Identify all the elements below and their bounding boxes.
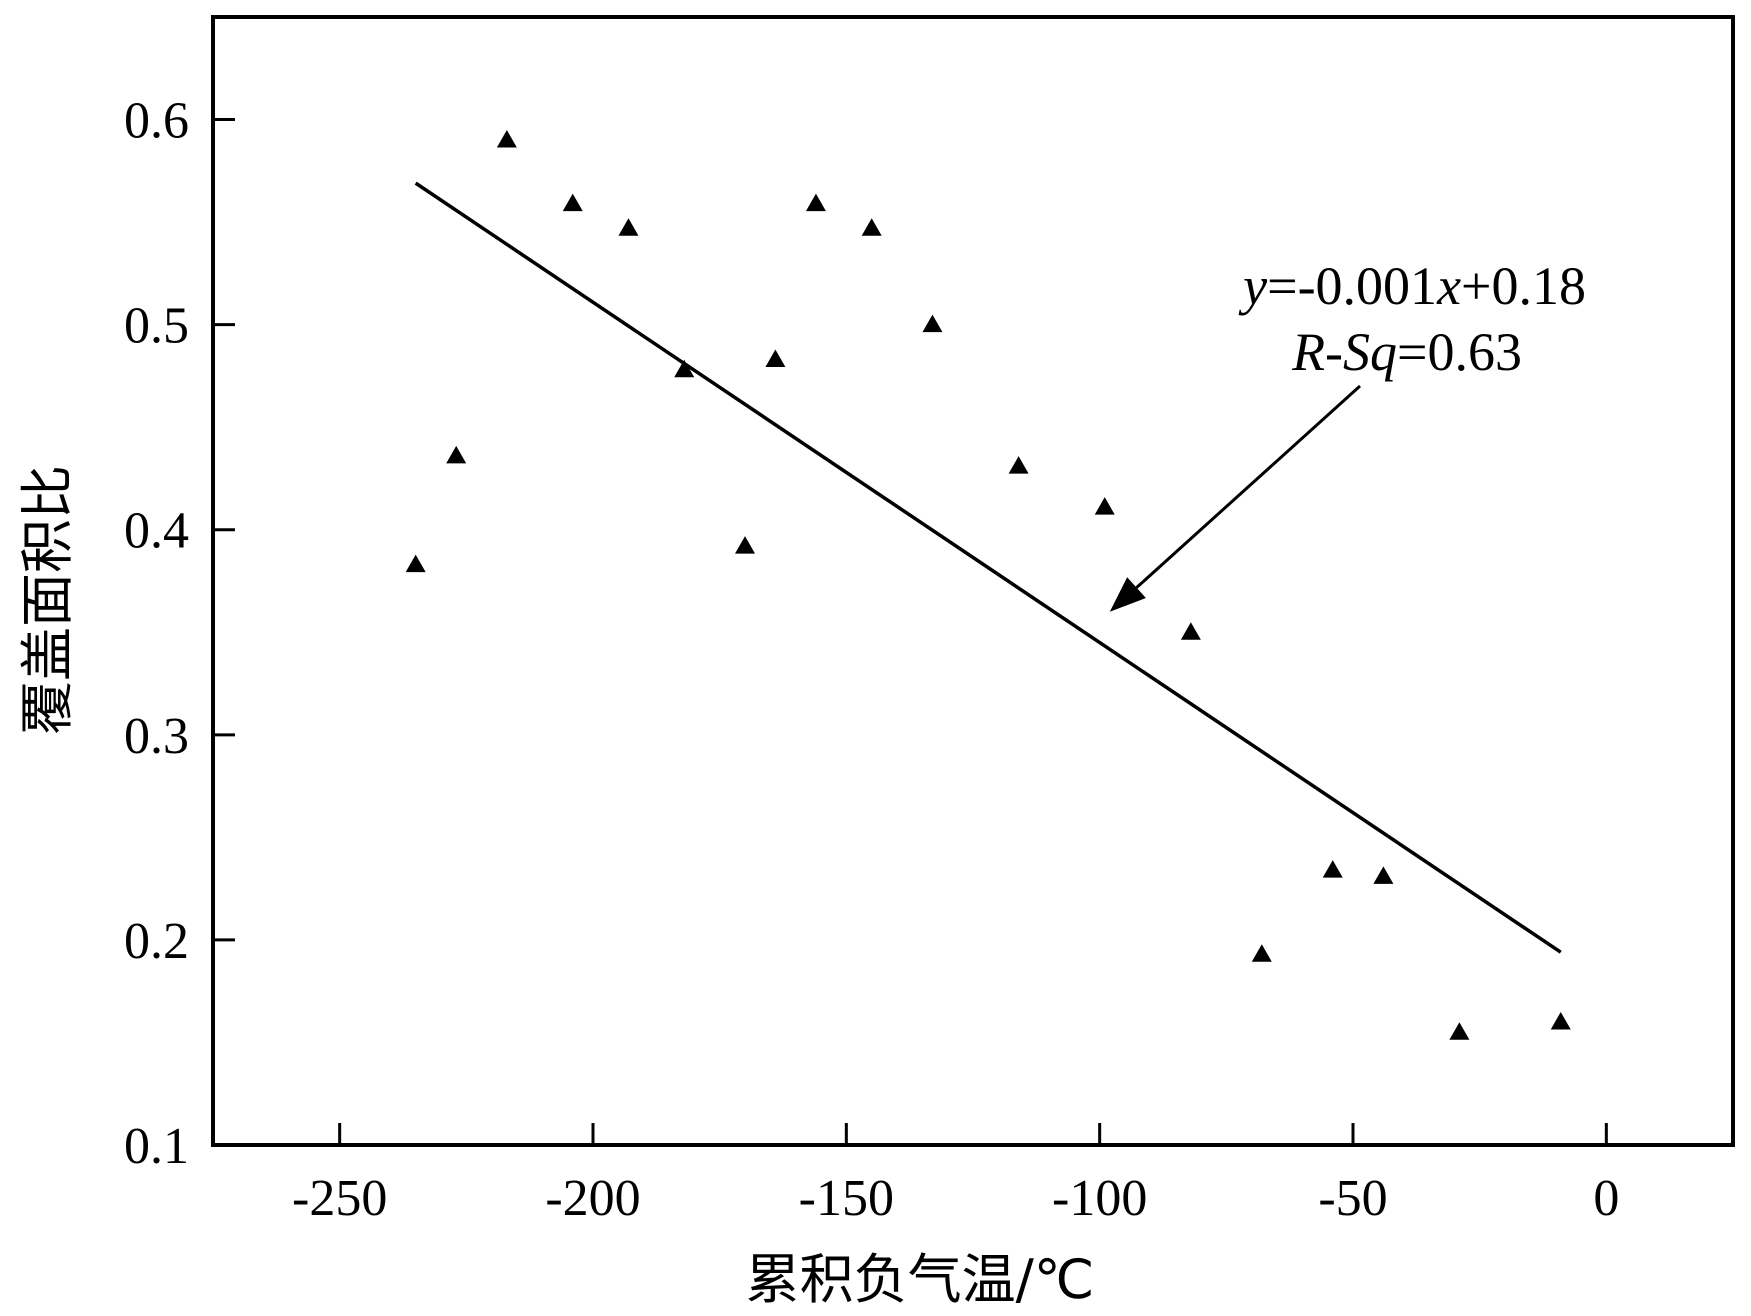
annotation-arrow-shaft	[1135, 384, 1362, 589]
data-point-marker	[1373, 866, 1394, 884]
data-point-marker	[1449, 1022, 1470, 1040]
data-point-marker	[1550, 1011, 1571, 1030]
x-tick-label: -150	[799, 1170, 894, 1227]
y-tick-label: 0.1	[124, 1118, 189, 1175]
data-point-marker	[1180, 622, 1201, 640]
data-point-marker	[405, 554, 426, 573]
data-point-marker	[562, 193, 583, 212]
equation-part1: =-0.001	[1267, 256, 1437, 316]
regression-line	[414, 181, 1562, 954]
data-point-marker	[805, 193, 826, 212]
plot-frame	[211, 15, 1735, 1147]
equation-y-var: y	[1238, 256, 1267, 316]
y-tick-label: 0.4	[124, 503, 189, 560]
annotation-arrow	[1109, 384, 1362, 612]
data-point-marker	[765, 349, 786, 368]
equation-x-var: x	[1436, 256, 1461, 316]
y-tick-label: 0.5	[124, 298, 189, 355]
y-axis-ticks: 0.1 0.2 0.3 0.4 0.5 0.6	[124, 93, 235, 1175]
data-points	[405, 130, 1571, 1040]
x-tick-label: -100	[1052, 1170, 1147, 1227]
x-tick-label: 0	[1593, 1170, 1619, 1227]
data-point-marker	[496, 130, 517, 148]
data-point-marker	[861, 218, 882, 236]
equation-part2: +0.18	[1461, 256, 1586, 316]
data-point-marker	[674, 359, 695, 378]
data-point-marker	[1251, 944, 1272, 962]
data-point-marker	[735, 536, 755, 554]
y-axis-label: 覆盖面积比	[16, 465, 79, 735]
y-tick-label: 0.6	[124, 93, 189, 150]
data-point-marker	[446, 445, 467, 464]
data-point-marker	[922, 314, 943, 333]
y-tick-label: 0.2	[124, 913, 189, 970]
rsq-symbol: R-Sq	[1291, 322, 1397, 382]
rsq-value: =0.63	[1397, 322, 1522, 382]
x-axis-ticks: -250 -200 -150 -100 -50 0	[292, 1123, 1619, 1227]
annotation-arrow-head	[1109, 577, 1146, 612]
data-point-marker	[1094, 497, 1115, 515]
x-tick-label: -50	[1318, 1170, 1387, 1227]
data-point-marker	[618, 218, 639, 236]
regression-equation: y=-0.001x+0.18	[1238, 256, 1586, 316]
data-point-marker	[1322, 860, 1343, 878]
data-point-marker	[1008, 456, 1029, 474]
x-tick-label: -250	[292, 1170, 387, 1227]
r-squared-label: R-Sq=0.63	[1291, 322, 1522, 382]
y-tick-label: 0.3	[124, 708, 189, 765]
x-axis-label: 累积负气温/℃	[746, 1248, 1095, 1311]
x-tick-label: -200	[545, 1170, 640, 1227]
